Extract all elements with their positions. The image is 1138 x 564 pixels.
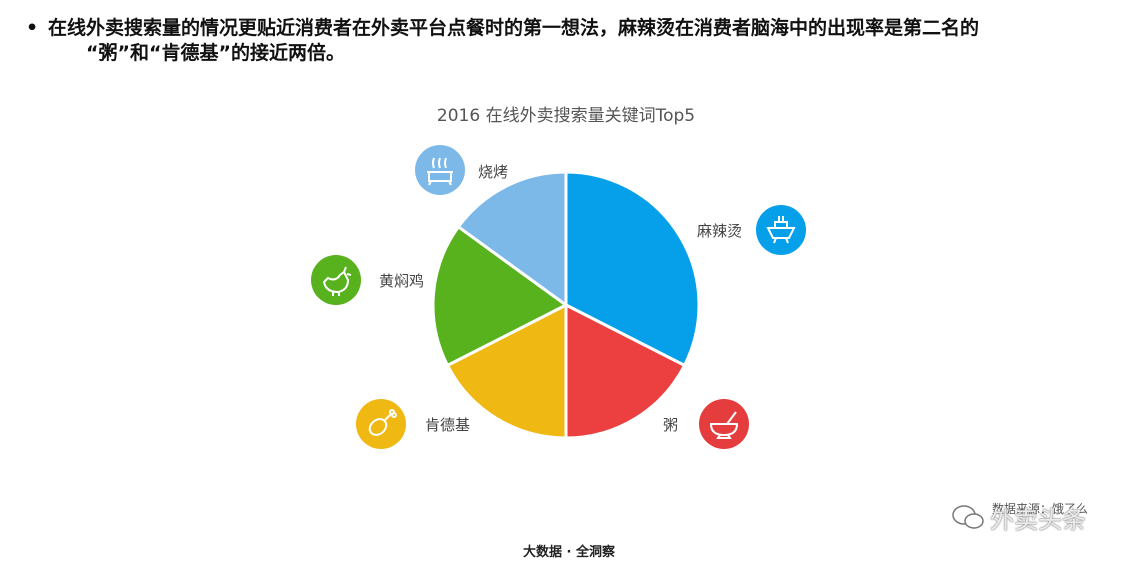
slice-label: 烧烤 (478, 163, 508, 181)
slice-label: 麻辣烫 (697, 222, 742, 240)
pie-slice (456, 170, 568, 308)
pie-slice (564, 170, 701, 368)
slice-label: 黄焖鸡 (379, 272, 424, 290)
drumstick-icon (356, 399, 406, 449)
summary-line-2: “粥”和“肯德基”的接近两倍。 (86, 42, 345, 64)
hotpot-bowl-icon (756, 205, 806, 255)
pie-slice (445, 302, 568, 440)
slice-label: 肯德基 (425, 416, 470, 434)
wechat-icon (952, 505, 984, 529)
footer-slogan: 大数据 · 全洞察 (523, 545, 615, 560)
grill-icon (415, 145, 465, 195)
data-source: 数据来源：饿了么 (992, 502, 1089, 516)
chicken-icon (311, 255, 361, 305)
slice-label: 粥 (663, 416, 678, 434)
porridge-bowl-icon (699, 399, 749, 449)
chart-title: 2016 在线外卖搜索量关键词Top5 (437, 106, 695, 126)
pie-slice (431, 224, 569, 368)
pie-slice (564, 302, 687, 440)
watermark: 外卖头条 (990, 506, 1086, 534)
bullet-dot: • (26, 17, 39, 39)
summary-line-1: 在线外卖搜索量的情况更贴近消费者在外卖平台点餐时的第一想法，麻辣烫在消费者脑海中… (48, 17, 980, 39)
pie-slices (431, 170, 701, 440)
